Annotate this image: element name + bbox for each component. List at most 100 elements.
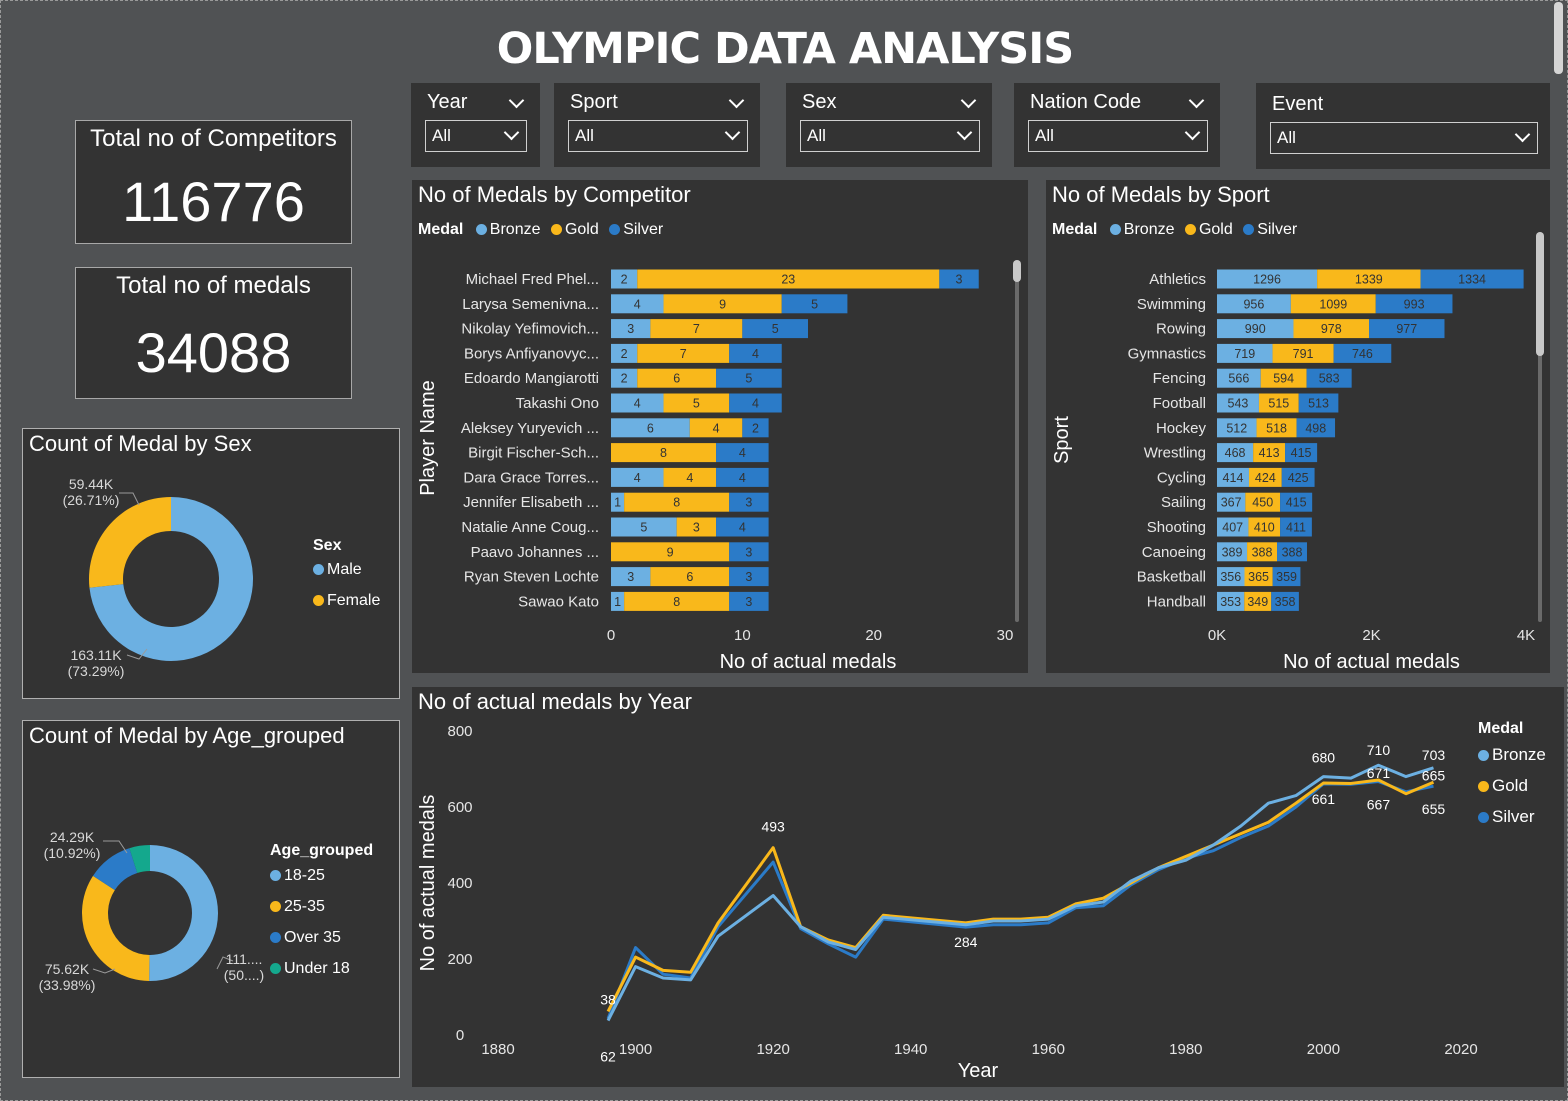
bar-segment-bronze	[611, 492, 625, 512]
bar-category-label: Basketball	[1137, 569, 1206, 586]
sex-chart-card: Count of Medal by Sex 59.44K (26.71%) 163.…	[22, 428, 400, 699]
legend-silver[interactable]: Silver	[623, 221, 664, 238]
sex-dropdown-value: All	[807, 126, 826, 145]
x-tick-label: 4K	[1517, 627, 1535, 644]
sport-slicer[interactable]: Sport All	[554, 83, 760, 167]
bar-segment-bronze	[611, 418, 690, 438]
bar-segment-silver	[742, 319, 808, 339]
legend-item-silver[interactable]: Silver	[1478, 807, 1535, 827]
bar-data-label: 3	[956, 273, 963, 287]
sex-slicer-label: Sex	[802, 91, 837, 113]
bar-data-label: 353	[1220, 595, 1241, 609]
age-slice-value: 75.62K	[45, 961, 90, 977]
legend-item-gold[interactable]: Gold	[1478, 776, 1528, 796]
event-dropdown[interactable]: All	[1270, 122, 1538, 154]
sport-dropdown-value: All	[575, 126, 594, 145]
legend-item-male[interactable]: Male	[313, 561, 362, 579]
bar-data-label: 3	[693, 521, 700, 535]
bar-segment-bronze	[1217, 443, 1254, 463]
year-dropdown[interactable]: All	[425, 120, 527, 152]
chevron-down-icon[interactable]	[960, 92, 977, 109]
bar-segment-bronze	[611, 591, 625, 611]
legend-bronze[interactable]: Bronze	[1123, 221, 1175, 238]
page-title: OLYMPIC DATA ANALYSIS	[496, 24, 1074, 74]
sport-dropdown[interactable]: All	[568, 120, 748, 152]
kpi-total-medals: Total no of medals 34088	[75, 267, 352, 399]
year-chart-title: No of actual medals by Year	[418, 689, 692, 714]
bar-data-label: 513	[1308, 397, 1329, 411]
legend-dot-icon	[609, 224, 621, 235]
chevron-down-icon	[724, 124, 741, 141]
bar-category-label: Cycling	[1157, 469, 1206, 486]
bar-segment-gold	[611, 443, 717, 463]
sex-slice-pct: (73.29%)	[68, 663, 125, 679]
scrollbar-thumb[interactable]	[1013, 260, 1021, 282]
bar-data-label: 358	[1275, 595, 1296, 609]
y-axis-title: Player Name	[417, 380, 439, 496]
legend-gold[interactable]: Gold	[1198, 221, 1233, 238]
bar-data-label: 3	[745, 570, 752, 584]
scrollbar-thumb[interactable]	[1536, 232, 1544, 356]
x-tick-label: 0K	[1208, 627, 1226, 644]
bar-data-label: 6	[673, 372, 680, 386]
legend-label-under-18: Under 18	[284, 960, 350, 977]
bar-data-label: 583	[1319, 372, 1340, 386]
scrollbar-track[interactable]	[1015, 262, 1019, 622]
bar-data-label: 3	[745, 496, 752, 510]
bar-data-label: 4	[686, 471, 693, 485]
sex-dropdown[interactable]: All	[800, 120, 980, 152]
bar-segment-bronze	[611, 368, 638, 388]
legend-item-bronze[interactable]: Bronze	[1478, 745, 1546, 765]
bar-segment-bronze	[1217, 368, 1261, 388]
chevron-down-icon[interactable]	[508, 92, 525, 109]
sex-slicer[interactable]: Sex All	[786, 83, 992, 167]
bar-segment-gold	[650, 567, 730, 587]
chevron-down-icon[interactable]	[728, 92, 745, 109]
bar-category-label: Borys Anfiyanovyc...	[464, 345, 599, 362]
age-leader-line	[92, 968, 116, 974]
bar-data-label: 415	[1291, 446, 1312, 460]
legend-bronze[interactable]: Bronze	[489, 221, 541, 238]
legend-item-18-25[interactable]: 18-25	[270, 867, 325, 885]
legend-item-female[interactable]: Female	[313, 592, 380, 610]
x-tick-label: 2K	[1362, 627, 1380, 644]
series-line-silver	[606, 780, 1434, 1020]
bar-data-label: 4	[739, 521, 746, 535]
bar-data-label: 594	[1273, 372, 1294, 386]
event-slicer[interactable]: Event All	[1256, 83, 1550, 169]
bar-segment-silver	[1280, 517, 1312, 537]
sport-legend: Medal Bronze Gold Silver	[1052, 221, 1297, 239]
legend-gold[interactable]: Gold	[564, 221, 599, 238]
bar-segment-gold	[1248, 467, 1282, 487]
bar-segment-gold	[1244, 591, 1272, 611]
scrollbar-track[interactable]	[1538, 232, 1542, 622]
bar-data-label: 9	[719, 297, 726, 311]
chevron-down-icon[interactable]	[1188, 92, 1205, 109]
kpi-competitors-value: 116776	[122, 170, 305, 233]
bar-segment-gold	[676, 517, 717, 537]
sex-slice-female	[89, 497, 171, 588]
bar-segment-gold	[624, 492, 730, 512]
year-slicer[interactable]: Year All	[411, 83, 540, 167]
bar-data-label: 2	[621, 347, 628, 361]
legend-label-25-35: 25-35	[284, 898, 325, 915]
x-tick-label: 1920	[756, 1041, 789, 1058]
nation-code-slicer[interactable]: Nation Code All	[1014, 83, 1220, 167]
legend-dot-icon	[1243, 224, 1255, 235]
sport-bar-chart: Athletics 1296 1339 1334 Swimming 956 1099 993 R…	[1051, 269, 1535, 673]
legend-item-under-18[interactable]: Under 18	[270, 960, 350, 978]
bar-category-label: Gymnastics	[1128, 345, 1206, 362]
bar-segment-bronze	[611, 517, 677, 537]
nation-code-dropdown[interactable]: All	[1028, 120, 1208, 152]
legend-dot-icon	[1478, 781, 1489, 792]
page-scrollbar-thumb[interactable]	[1554, 2, 1563, 74]
bar-segment-gold	[1290, 294, 1376, 314]
data-label: 493	[761, 819, 785, 835]
legend-item-over-35[interactable]: Over 35	[270, 929, 341, 947]
chevron-down-icon	[1184, 124, 1201, 141]
legend-silver[interactable]: Silver	[1257, 221, 1298, 238]
legend-item-25-35[interactable]: 25-35	[270, 898, 325, 916]
x-tick-label: 1980	[1169, 1041, 1202, 1058]
data-label: 667	[1367, 797, 1391, 813]
bar-data-label: 1099	[1319, 297, 1347, 311]
